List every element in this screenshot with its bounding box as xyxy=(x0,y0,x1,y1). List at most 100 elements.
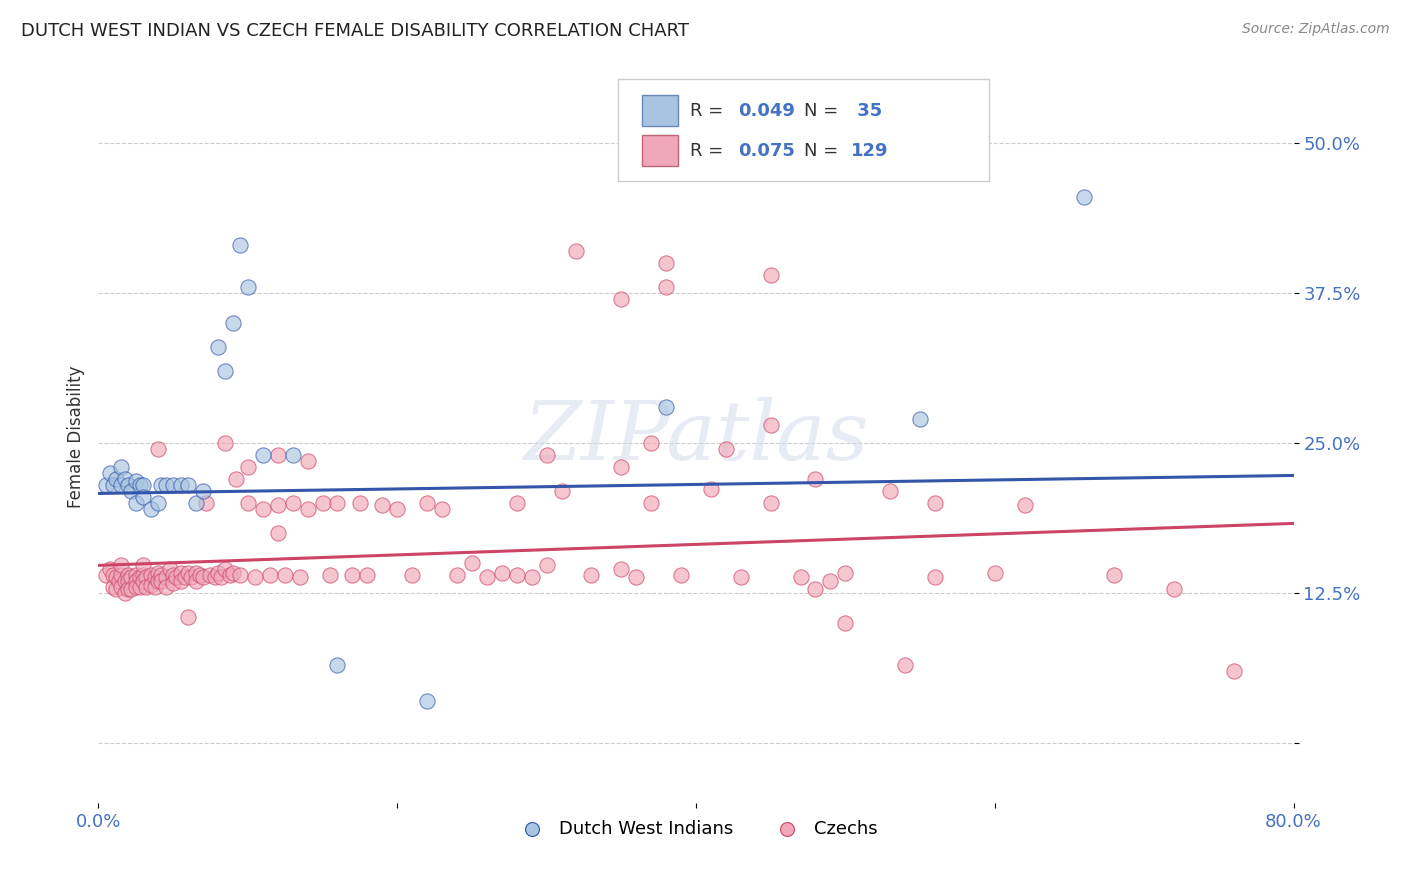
Point xyxy=(804,582,827,597)
Point xyxy=(110,460,132,475)
Point xyxy=(924,570,946,584)
Point xyxy=(1073,190,1095,204)
Point xyxy=(165,570,187,584)
Point xyxy=(401,568,423,582)
Point xyxy=(252,502,274,516)
Point xyxy=(730,570,752,584)
Point xyxy=(236,460,259,475)
Point xyxy=(565,244,588,259)
Point xyxy=(169,478,191,492)
Point xyxy=(195,496,218,510)
Point xyxy=(626,570,648,584)
Point xyxy=(820,574,842,588)
Point xyxy=(191,570,214,584)
Point xyxy=(640,436,662,450)
Point xyxy=(640,496,662,510)
Point xyxy=(103,580,125,594)
Point xyxy=(229,568,252,582)
Point xyxy=(139,502,162,516)
Point xyxy=(1163,582,1185,597)
Point xyxy=(200,568,222,582)
Point xyxy=(655,400,678,414)
Point xyxy=(908,412,931,426)
Point xyxy=(110,478,132,492)
Point xyxy=(311,496,333,510)
Bar xyxy=(643,95,678,127)
Point xyxy=(132,568,155,582)
Point xyxy=(135,580,157,594)
Point xyxy=(274,568,297,582)
Text: 0.049: 0.049 xyxy=(738,102,794,120)
Point xyxy=(143,570,166,584)
Text: 129: 129 xyxy=(852,142,889,160)
Point xyxy=(180,570,202,584)
Point xyxy=(267,448,290,462)
Point xyxy=(222,316,245,330)
Point xyxy=(184,574,207,588)
Point xyxy=(356,568,378,582)
Text: ZIPatlas: ZIPatlas xyxy=(523,397,869,477)
Point xyxy=(132,478,155,492)
Point xyxy=(120,483,142,498)
Point xyxy=(1223,664,1246,678)
Point xyxy=(105,472,128,486)
Text: R =: R = xyxy=(690,102,728,120)
Point xyxy=(105,582,128,597)
Point xyxy=(125,574,148,588)
Legend: Dutch West Indians, Czechs: Dutch West Indians, Czechs xyxy=(506,813,886,845)
Point xyxy=(120,570,142,584)
Point xyxy=(506,496,529,510)
Point xyxy=(219,568,242,582)
Point xyxy=(349,496,371,510)
Point xyxy=(267,499,290,513)
Point xyxy=(446,568,468,582)
Point xyxy=(669,568,692,582)
Point xyxy=(1014,499,1036,513)
Point xyxy=(984,566,1007,580)
Point xyxy=(143,580,166,594)
Point xyxy=(177,610,200,624)
Text: 0.075: 0.075 xyxy=(738,142,794,160)
Point xyxy=(132,558,155,573)
Point xyxy=(297,454,319,468)
Point xyxy=(281,448,304,462)
Point xyxy=(114,472,136,486)
Point xyxy=(385,502,409,516)
Point xyxy=(214,562,236,576)
Point xyxy=(125,568,148,582)
Point xyxy=(169,566,191,580)
Point xyxy=(148,566,170,580)
Point xyxy=(117,478,139,492)
Point xyxy=(148,574,170,588)
Point xyxy=(159,562,181,576)
Point xyxy=(326,657,349,672)
Point xyxy=(759,268,782,283)
Point xyxy=(98,466,122,480)
Point xyxy=(655,256,678,270)
Text: DUTCH WEST INDIAN VS CZECH FEMALE DISABILITY CORRELATION CHART: DUTCH WEST INDIAN VS CZECH FEMALE DISABI… xyxy=(21,22,689,40)
Point xyxy=(135,570,157,584)
Point xyxy=(475,570,498,584)
Point xyxy=(297,502,319,516)
Point xyxy=(536,558,558,573)
Point xyxy=(150,574,173,588)
Point xyxy=(184,496,207,510)
Point xyxy=(177,478,200,492)
Point xyxy=(117,574,139,588)
Point xyxy=(132,574,155,588)
Text: 35: 35 xyxy=(852,102,883,120)
Point xyxy=(319,568,342,582)
Point xyxy=(229,238,252,252)
Point xyxy=(108,574,131,588)
Point xyxy=(191,483,214,498)
Point xyxy=(155,570,177,584)
Point xyxy=(430,502,453,516)
Point xyxy=(129,580,152,594)
Point xyxy=(155,478,177,492)
Point xyxy=(610,460,633,475)
Point xyxy=(94,568,117,582)
Point xyxy=(162,568,184,582)
Point xyxy=(148,496,170,510)
Point xyxy=(700,482,723,496)
Point xyxy=(155,580,177,594)
